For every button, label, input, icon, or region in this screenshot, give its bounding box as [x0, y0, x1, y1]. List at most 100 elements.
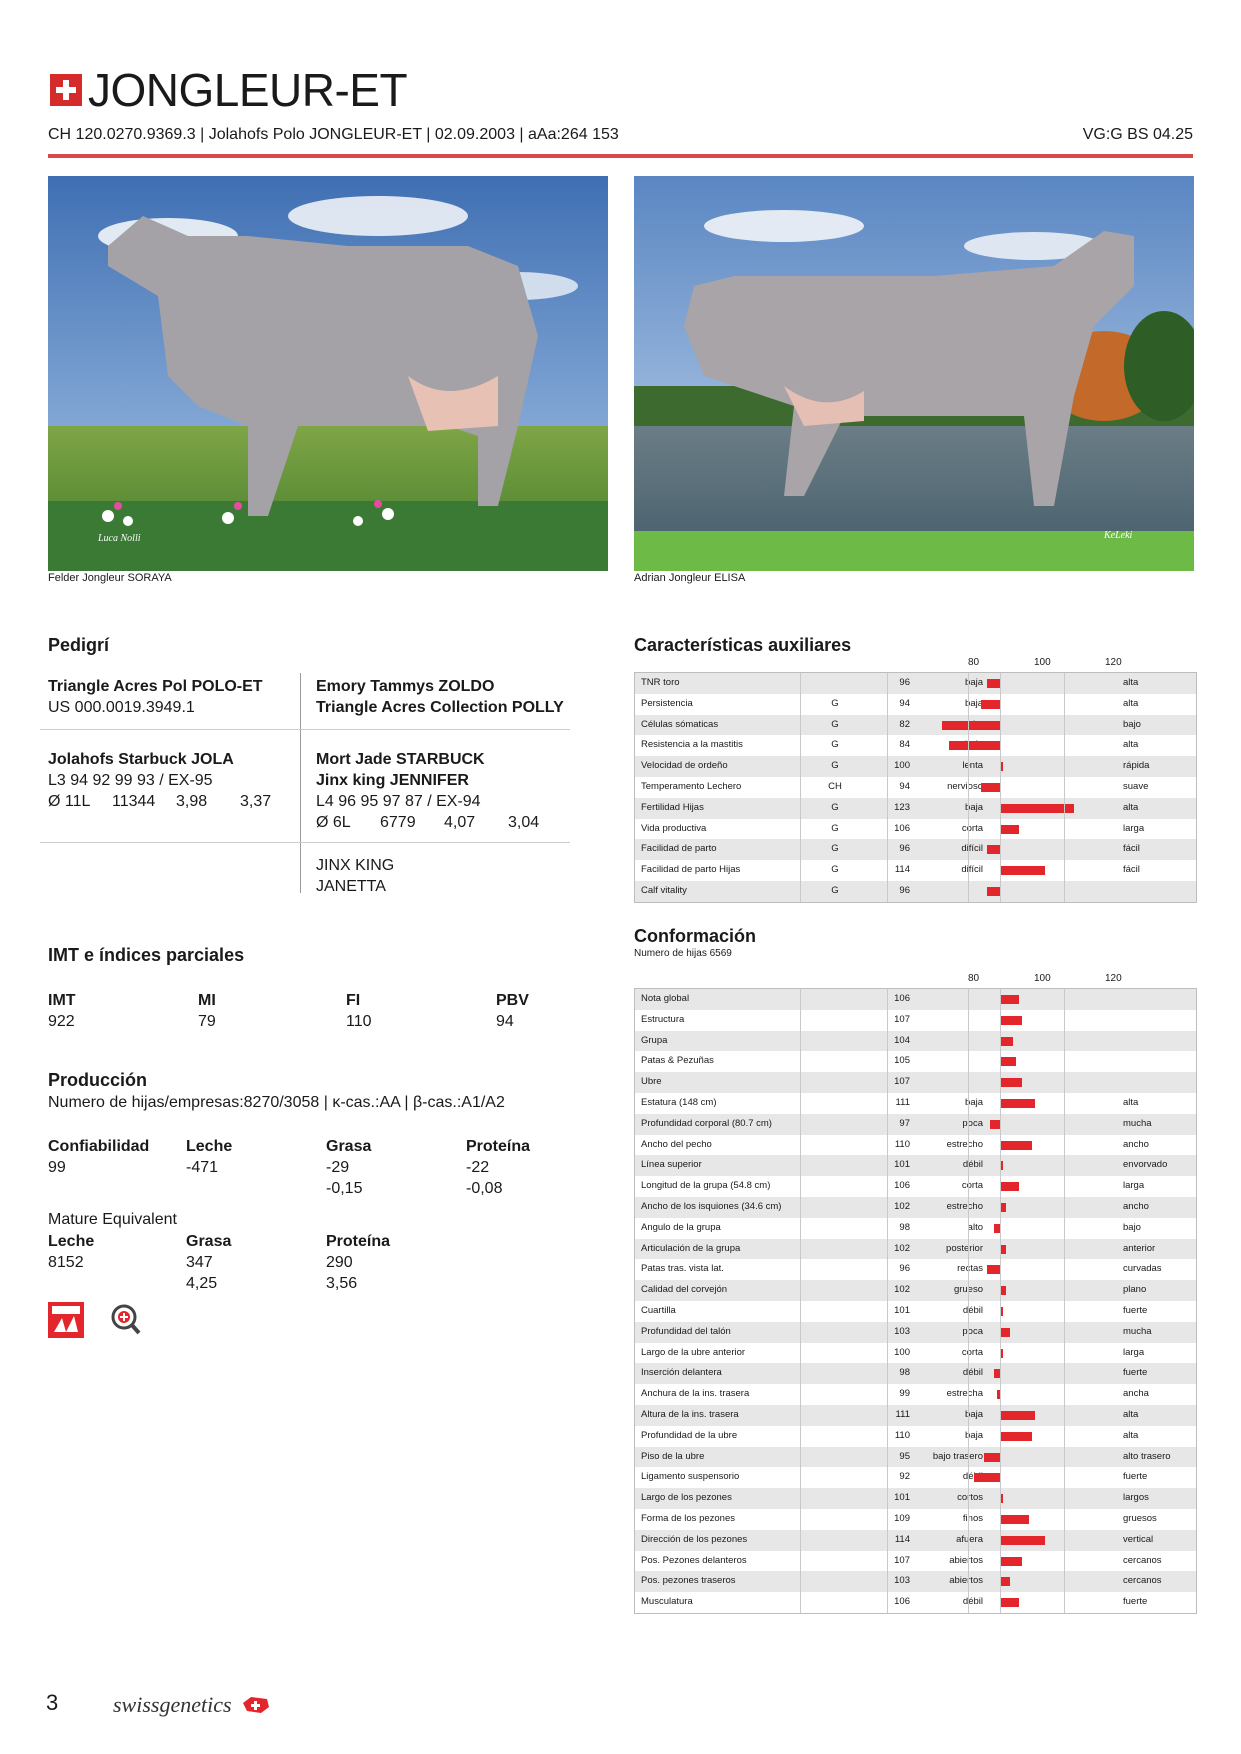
milk-label: Leche: [186, 1138, 233, 1155]
conf-low-descriptor: baja: [965, 1429, 983, 1441]
conf-trait-value: 111: [895, 1096, 910, 1108]
pedigree-dam: Jolahofs Starbuck JOLA L3 94 92 99 93 / …: [48, 749, 288, 812]
pedigree-dam-dam-parents: JINX KING JANETTA: [316, 855, 394, 897]
me-milk-label: Leche: [48, 1233, 95, 1250]
conf-row: Largo de la ubre anterior 100 corta larga: [635, 1343, 1196, 1364]
conf-trait-value: 107: [894, 1554, 910, 1566]
conf-high-descriptor: ancho: [1123, 1138, 1149, 1150]
conf-row: Angulo de la grupa 98 alto bajo: [635, 1218, 1196, 1239]
conf-bar: [984, 1452, 1000, 1462]
conf-trait-value: 100: [894, 1346, 910, 1358]
conf-row: Profundidad de la ubre 110 baja alta: [635, 1426, 1196, 1447]
conf-high-descriptor: mucha: [1123, 1117, 1152, 1129]
brand-logo-text: swissgenetics: [113, 1692, 232, 1717]
sire-sire: Emory Tammys ZOLDO: [316, 678, 495, 695]
conf-row: Estatura (148 cm) 111 baja alta: [635, 1093, 1196, 1114]
conf-grid-line: [1000, 989, 1001, 1613]
conf-high-descriptor: larga: [1123, 1346, 1145, 1358]
conf-scale-80: 80: [968, 973, 980, 984]
aux-trait-label: TNR toro: [641, 677, 680, 688]
conf-row: Articulación de la grupa 102 posterior ante…: [635, 1238, 1196, 1260]
conf-trait-label: Profundidad corporal (80.7 cm): [641, 1117, 772, 1129]
conf-trait-label: Piso de la ubre: [641, 1450, 705, 1462]
conf-high-descriptor: alta: [1123, 1408, 1139, 1420]
conf-trait-label: Pos. pezones traseros: [641, 1575, 736, 1587]
conf-high-descriptor: envorvado: [1123, 1159, 1168, 1171]
aux-trait-label: Temperamento Lechero: [641, 780, 742, 792]
conf-high-descriptor: anterior: [1123, 1242, 1156, 1254]
conf-trait-label: Grupa: [641, 1034, 668, 1046]
aux-trait-value: 96: [899, 884, 910, 896]
conf-trait-label: Nota global: [641, 993, 690, 1004]
brand-cow-icon: [241, 1695, 271, 1717]
conf-high-descriptor: fuerte: [1123, 1471, 1148, 1483]
dam-dam-sire: JINX KING: [316, 857, 395, 874]
aux-trait-value: 82: [899, 718, 910, 730]
conf-row: Largo de los pezones 101 cortos largos: [635, 1488, 1196, 1509]
aux-bar: [948, 741, 1000, 751]
conf-row: Patas tras. vista lat. 96 rectas curvadas: [635, 1259, 1196, 1280]
production-subline: Numero de hijas/empresas:8270/3058 | κ-c…: [48, 1094, 505, 1111]
conf-bar: [993, 1369, 1000, 1379]
dam-dam-protein: 3,04: [508, 814, 540, 831]
aux-trait-value: 94: [899, 780, 910, 792]
conf-row: Inserción delantera 98 débil fuerte: [635, 1363, 1196, 1385]
conf-low-descriptor: débil: [962, 1159, 983, 1171]
conf-trait-label: Articulación de la grupa: [641, 1242, 741, 1254]
aux-high-descriptor: fácil: [1123, 843, 1140, 855]
aux-high-descriptor: bajo: [1123, 718, 1141, 730]
conf-row: Pos. Pezones delanteros 107 abiertos cercan…: [635, 1551, 1196, 1572]
conf-bar: [1000, 1348, 1003, 1358]
page-title: JONGLEUR-ET: [88, 64, 408, 116]
conf-trait-label: Pos. Pezones delanteros: [641, 1554, 747, 1566]
conf-trait-label: Patas tras. vista lat.: [641, 1263, 724, 1275]
conf-high-descriptor: fuerte: [1123, 1367, 1148, 1379]
conf-trait-value: 98: [899, 1367, 910, 1379]
aux-trait-value: 84: [899, 739, 910, 751]
conf-trait-value: 92: [899, 1471, 910, 1483]
aux-source: G: [831, 718, 839, 730]
aux-row: Fertilidad Hijas G 123 baja alta: [635, 797, 1196, 819]
conf-trait-value: 103: [894, 1325, 910, 1337]
conf-trait-label: Ubre: [641, 1076, 662, 1088]
conf-row: Nota global 106: [635, 989, 1196, 1010]
conf-trait-label: Largo de los pezones: [641, 1492, 732, 1504]
conf-trait-value: 114: [894, 1533, 910, 1545]
photo-caption-2: Adrian Jongleur ELISA: [634, 572, 746, 584]
aux-bar: [1000, 762, 1003, 772]
conf-trait-value: 97: [899, 1117, 910, 1129]
conf-high-descriptor: cercanos: [1123, 1554, 1162, 1566]
fat-value: -29: [326, 1159, 350, 1176]
conf-low-descriptor: estrecho: [946, 1200, 983, 1212]
conf-bar: [1000, 1182, 1020, 1192]
aux-row: Facilidad de parto G 96 difícil fácil: [635, 839, 1196, 861]
conf-trait-label: Largo de la ubre anterior: [641, 1346, 746, 1358]
conf-bar: [1000, 1494, 1004, 1504]
conf-bar: [1000, 1535, 1045, 1545]
conf-low-descriptor: débil: [962, 1471, 983, 1483]
reliability-label: Confiabilidad: [48, 1138, 150, 1155]
conf-high-descriptor: vertical: [1123, 1533, 1154, 1545]
aux-low-descriptor: nervioso: [947, 780, 983, 792]
conf-trait-label: Patas & Pezuñas: [641, 1055, 714, 1067]
conf-high-descriptor: fuerte: [1123, 1596, 1148, 1608]
conf-row: Pos. pezones traseros 103 abiertos cercanos: [635, 1571, 1196, 1593]
aux-grid-line: [1000, 673, 1001, 902]
production-heading: Producción: [48, 1070, 148, 1090]
conf-trait-value: 109: [894, 1512, 910, 1524]
conf-trait-value: 102: [894, 1200, 910, 1212]
aux-grid-line: [1064, 673, 1065, 902]
swiss-flag-icon: [50, 74, 82, 106]
daughter-photo-soraya: Luca Nolli: [48, 176, 608, 571]
conf-trait-label: Profundidad del talón: [641, 1325, 731, 1337]
aux-trait-value: 94: [899, 697, 910, 709]
conf-row: Piso de la ubre 95 bajo trasero alto traser…: [635, 1446, 1196, 1468]
conf-bar: [987, 1265, 1000, 1275]
conf-trait-label: Ancho de los isquiones (34.6 cm): [641, 1200, 782, 1212]
pedigree-heading: Pedigrí: [48, 635, 110, 655]
conf-bar: [996, 1390, 1000, 1400]
conf-trait-value: 105: [894, 1055, 910, 1067]
fi-label: FI: [346, 992, 361, 1009]
conformation-heading: Conformación: [634, 926, 757, 946]
conf-low-descriptor: baja: [965, 1408, 983, 1420]
